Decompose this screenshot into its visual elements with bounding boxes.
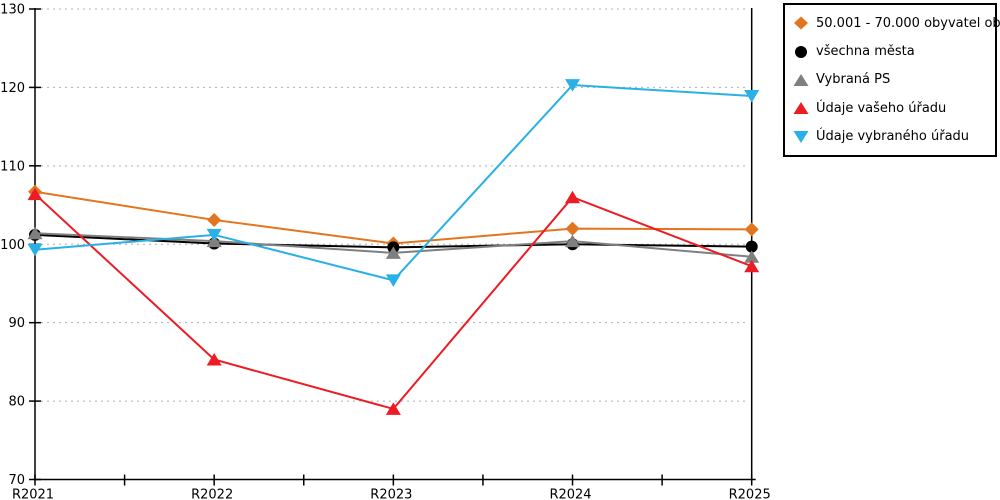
data-point-marker (385, 402, 401, 415)
data-point-marker (744, 90, 760, 103)
legend-label: 50.001 - 70.000 obyvatel obc... (816, 15, 1000, 31)
legend-label: Vybraná PS (816, 72, 891, 88)
legend-label: Údaje vašeho úřadu (816, 100, 947, 116)
legend-item: Vybraná PS (793, 73, 987, 87)
data-point-marker (745, 240, 758, 253)
legend: 50.001 - 70.000 obyvatel obc... všechna m… (783, 3, 1000, 157)
legend-label: Údaje vybraného úřadu (816, 129, 970, 145)
data-point-marker (744, 259, 760, 273)
data-point-marker (744, 250, 760, 263)
triangle-up-icon (793, 73, 809, 86)
x-axis-tick-label: R2021 (12, 488, 54, 500)
x-axis-tick-label: R2022 (191, 488, 233, 500)
y-axis-tick-label: 70 (8, 473, 25, 488)
x-axis-tick-label: R2023 (370, 488, 412, 500)
data-point-marker (207, 212, 222, 227)
y-axis-tick-label: 120 (0, 81, 25, 96)
data-point-marker (385, 246, 401, 259)
diamond-icon (794, 16, 808, 30)
legend-item: všechna města (793, 45, 987, 59)
y-axis-tick-label: 90 (8, 316, 25, 331)
triangle-up-icon (793, 102, 809, 115)
data-point-marker (27, 243, 43, 257)
data-point-marker (385, 274, 401, 287)
x-axis-tick-label: R2025 (729, 488, 771, 500)
data-point-marker (565, 190, 581, 204)
data-point-marker (27, 187, 43, 201)
circle-icon (795, 45, 807, 58)
data-point-marker (565, 79, 581, 92)
y-axis-tick-label: 100 (0, 238, 25, 253)
data-point-marker (206, 228, 222, 242)
y-axis-tick-label: 130 (0, 3, 25, 18)
data-point-marker (744, 222, 759, 237)
data-point-marker (27, 226, 43, 240)
legend-label: všechna města (816, 44, 915, 60)
y-axis-tick-label: 80 (8, 395, 25, 410)
series-line (34, 190, 752, 245)
y-axis-tick-label: 110 (0, 159, 25, 174)
data-point-marker (565, 234, 581, 248)
data-point-marker (565, 221, 580, 236)
x-axis-tick-label: R2024 (549, 488, 591, 500)
legend-item: Údaje vybraného úřadu (793, 130, 987, 144)
triangle-down-icon (793, 130, 809, 143)
legend-item: Údaje vašeho úřadu (793, 101, 987, 115)
data-point-marker (206, 353, 222, 366)
series-line (34, 193, 753, 411)
legend-item: 50.001 - 70.000 obyvatel obc... (793, 16, 1000, 30)
